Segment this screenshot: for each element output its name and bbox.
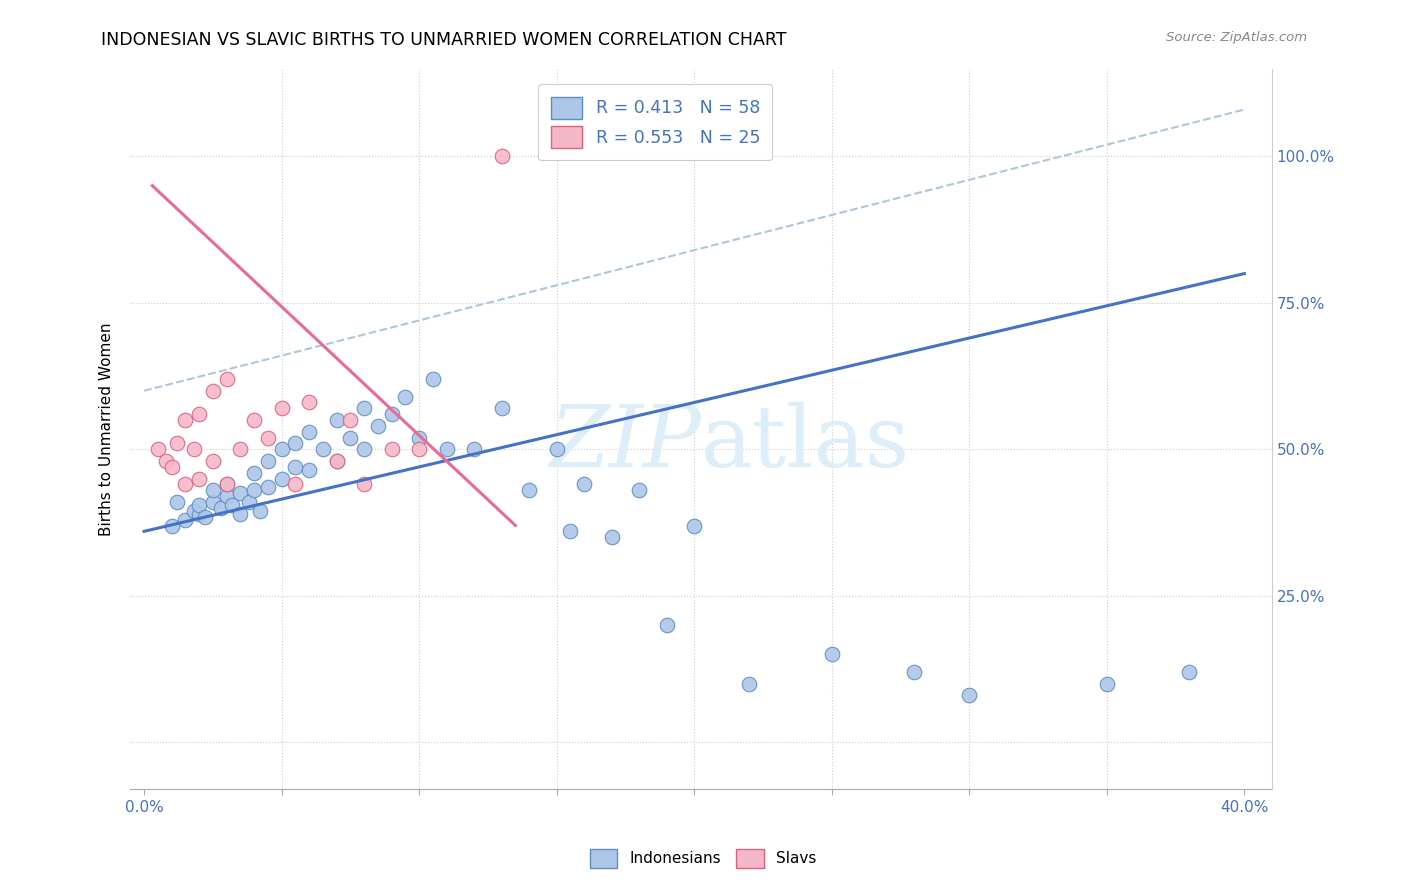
Point — [229, 442, 252, 457]
Point — [422, 372, 444, 386]
Point — [1095, 676, 1118, 690]
Point — [270, 401, 292, 416]
Point — [229, 507, 252, 521]
Point — [166, 495, 188, 509]
Point — [408, 431, 430, 445]
Point — [183, 504, 205, 518]
Point — [325, 454, 347, 468]
Point — [738, 676, 761, 690]
Point — [574, 477, 596, 491]
Point — [628, 483, 651, 498]
Point — [155, 454, 177, 468]
Point — [381, 407, 404, 421]
Point — [201, 454, 224, 468]
Point — [215, 489, 238, 503]
Point — [298, 395, 321, 409]
Point — [270, 442, 292, 457]
Point — [284, 436, 307, 450]
Point — [284, 459, 307, 474]
Point — [229, 486, 252, 500]
Point — [257, 454, 280, 468]
Point — [339, 431, 361, 445]
Point — [546, 442, 568, 457]
Point — [381, 442, 404, 457]
Point — [174, 513, 197, 527]
Point — [339, 413, 361, 427]
Point — [257, 480, 280, 494]
Point — [683, 518, 706, 533]
Point — [353, 401, 375, 416]
Point — [188, 472, 211, 486]
Point — [655, 618, 678, 632]
Point — [1178, 665, 1201, 679]
Point — [394, 390, 416, 404]
Point — [491, 149, 513, 163]
Point — [367, 418, 389, 433]
Point — [408, 442, 430, 457]
Legend: R = 0.413   N = 58, R = 0.553   N = 25: R = 0.413 N = 58, R = 0.553 N = 25 — [538, 85, 772, 161]
Point — [215, 477, 238, 491]
Point — [188, 507, 211, 521]
Y-axis label: Births to Unmarried Women: Births to Unmarried Women — [100, 322, 114, 535]
Point — [903, 665, 925, 679]
Point — [215, 477, 238, 491]
Point — [160, 518, 183, 533]
Point — [146, 442, 169, 457]
Point — [183, 442, 205, 457]
Point — [221, 498, 243, 512]
Point — [270, 472, 292, 486]
Point — [312, 442, 335, 457]
Point — [201, 483, 224, 498]
Text: ZIP: ZIP — [550, 402, 702, 484]
Point — [463, 442, 485, 457]
Point — [238, 495, 260, 509]
Point — [517, 483, 540, 498]
Point — [174, 477, 197, 491]
Point — [243, 466, 266, 480]
Text: INDONESIAN VS SLAVIC BIRTHS TO UNMARRIED WOMEN CORRELATION CHART: INDONESIAN VS SLAVIC BIRTHS TO UNMARRIED… — [101, 31, 787, 49]
Point — [491, 401, 513, 416]
Point — [560, 524, 582, 539]
Point — [194, 509, 217, 524]
Point — [600, 530, 623, 544]
Point — [188, 498, 211, 512]
Point — [160, 459, 183, 474]
Point — [215, 372, 238, 386]
Point — [249, 504, 271, 518]
Point — [243, 413, 266, 427]
Text: atlas: atlas — [702, 401, 910, 485]
Point — [325, 413, 347, 427]
Point — [209, 500, 232, 515]
Point — [201, 495, 224, 509]
Point — [436, 442, 458, 457]
Point — [325, 454, 347, 468]
Point — [298, 463, 321, 477]
Point — [353, 477, 375, 491]
Legend: Indonesians, Slavs: Indonesians, Slavs — [583, 843, 823, 873]
Point — [257, 431, 280, 445]
Point — [188, 407, 211, 421]
Point — [201, 384, 224, 398]
Point — [174, 413, 197, 427]
Point — [284, 477, 307, 491]
Point — [353, 442, 375, 457]
Point — [298, 425, 321, 439]
Point — [957, 689, 980, 703]
Point — [821, 648, 844, 662]
Point — [243, 483, 266, 498]
Point — [166, 436, 188, 450]
Text: Source: ZipAtlas.com: Source: ZipAtlas.com — [1167, 31, 1308, 45]
